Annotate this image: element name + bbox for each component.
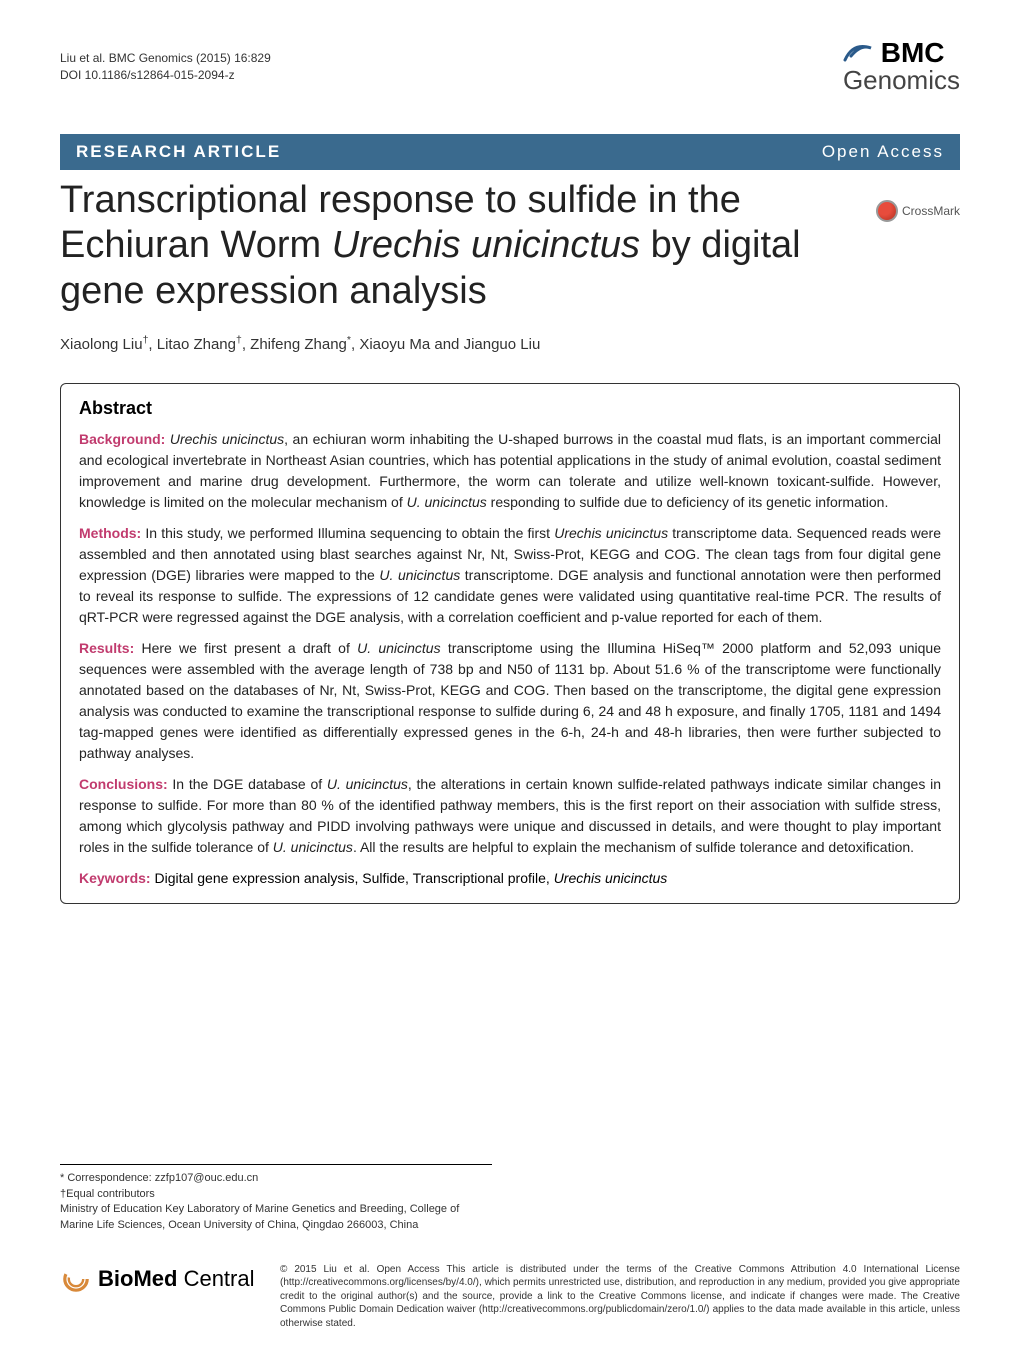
abstract-background: Background: Urechis unicinctus, an echiu… bbox=[79, 429, 941, 513]
title-species: Urechis unicinctus bbox=[332, 224, 640, 266]
results-em1: U. unicinctus bbox=[357, 640, 441, 656]
article-type-label: RESEARCH ARTICLE bbox=[76, 142, 281, 162]
crossmark-label: CrossMark bbox=[902, 204, 960, 218]
citation-text: Liu et al. BMC Genomics (2015) 16:829 bbox=[60, 50, 960, 67]
results-pre: Here we first present a draft of bbox=[134, 640, 357, 656]
abstract-methods: Methods: In this study, we performed Ill… bbox=[79, 523, 941, 628]
background-post: responding to sulfide due to deficiency … bbox=[487, 494, 889, 510]
keywords-text: Digital gene expression analysis, Sulfid… bbox=[151, 870, 554, 886]
biomed-central-logo: BioMed Central bbox=[60, 1263, 260, 1295]
affiliation-line: Ministry of Education Key Laboratory of … bbox=[60, 1202, 492, 1233]
article-type-bar: RESEARCH ARTICLE Open Access bbox=[60, 134, 960, 170]
doi-text: DOI 10.1186/s12864-015-2094-z bbox=[60, 67, 960, 84]
abstract-heading: Abstract bbox=[79, 398, 941, 419]
results-label: Results: bbox=[79, 640, 134, 656]
conclusions-em1: U. unicinctus bbox=[327, 776, 408, 792]
methods-pre: In this study, we performed Illumina seq… bbox=[141, 525, 554, 541]
crossmark-icon bbox=[876, 200, 898, 222]
conclusions-em2: U. unicinctus bbox=[273, 839, 353, 855]
keywords-em: Urechis unicinctus bbox=[554, 870, 668, 886]
keywords-label: Keywords: bbox=[79, 870, 151, 886]
biomed-text: BioMed Central bbox=[98, 1266, 255, 1292]
logo-mc: MC bbox=[901, 37, 945, 68]
background-label: Background: bbox=[79, 431, 165, 447]
conclusions-post: . All the results are helpful to explain… bbox=[353, 839, 914, 855]
background-em2: U. unicinctus bbox=[407, 494, 487, 510]
header-meta: Liu et al. BMC Genomics (2015) 16:829 DO… bbox=[60, 50, 960, 84]
biomed-med: Med bbox=[133, 1266, 177, 1291]
background-em1: Urechis unicinctus bbox=[170, 431, 284, 447]
methods-label: Methods: bbox=[79, 525, 141, 541]
biomed-bio: Bio bbox=[98, 1266, 133, 1291]
title-line-1: Transcriptional response to sulfide in t… bbox=[60, 179, 741, 221]
author-list: Xiaolong Liu†, Litao Zhang†, Zhifeng Zha… bbox=[60, 334, 960, 353]
correspondence-footer: * Correspondence: zzfp107@ouc.edu.cn †Eq… bbox=[60, 1164, 492, 1233]
bmc-swirl-icon bbox=[843, 40, 873, 64]
journal-logo: BMC Genomics bbox=[843, 40, 960, 96]
biomed-swirl-icon bbox=[60, 1263, 92, 1295]
correspondence-line: * Correspondence: zzfp107@ouc.edu.cn bbox=[60, 1171, 492, 1186]
abstract-conclusions: Conclusions: In the DGE database of U. u… bbox=[79, 774, 941, 858]
license-text: © 2015 Liu et al. Open Access This artic… bbox=[280, 1263, 960, 1331]
article-title: Transcriptional response to sulfide in t… bbox=[60, 178, 960, 315]
methods-em1: Urechis unicinctus bbox=[554, 525, 668, 541]
abstract-results: Results: Here we first present a draft o… bbox=[79, 638, 941, 764]
bmc-logo-text: BMC bbox=[843, 40, 960, 65]
conclusions-pre: In the DGE database of bbox=[168, 776, 327, 792]
methods-em2: U. unicinctus bbox=[379, 567, 460, 583]
abstract-box: Abstract Background: Urechis unicinctus,… bbox=[60, 383, 960, 904]
abstract-keywords: Keywords: Digital gene expression analys… bbox=[79, 868, 941, 889]
title-line-2-post: by digital bbox=[640, 224, 801, 266]
logo-b: B bbox=[881, 37, 901, 68]
title-line-3: gene expression analysis bbox=[60, 270, 487, 312]
results-mid1: transcriptome using the Illumina HiSeq™ … bbox=[79, 640, 941, 761]
conclusions-label: Conclusions: bbox=[79, 776, 168, 792]
page-container: Liu et al. BMC Genomics (2015) 16:829 DO… bbox=[0, 0, 1020, 1370]
title-line-2-pre: Echiuran Worm bbox=[60, 224, 332, 266]
crossmark-badge[interactable]: CrossMark bbox=[876, 200, 960, 222]
equal-contributors-line: †Equal contributors bbox=[60, 1187, 492, 1202]
logo-genomics: Genomics bbox=[843, 65, 960, 96]
biomed-central: Central bbox=[177, 1266, 254, 1291]
publisher-row: BioMed Central © 2015 Liu et al. Open Ac… bbox=[60, 1263, 960, 1331]
open-access-label: Open Access bbox=[822, 142, 944, 162]
